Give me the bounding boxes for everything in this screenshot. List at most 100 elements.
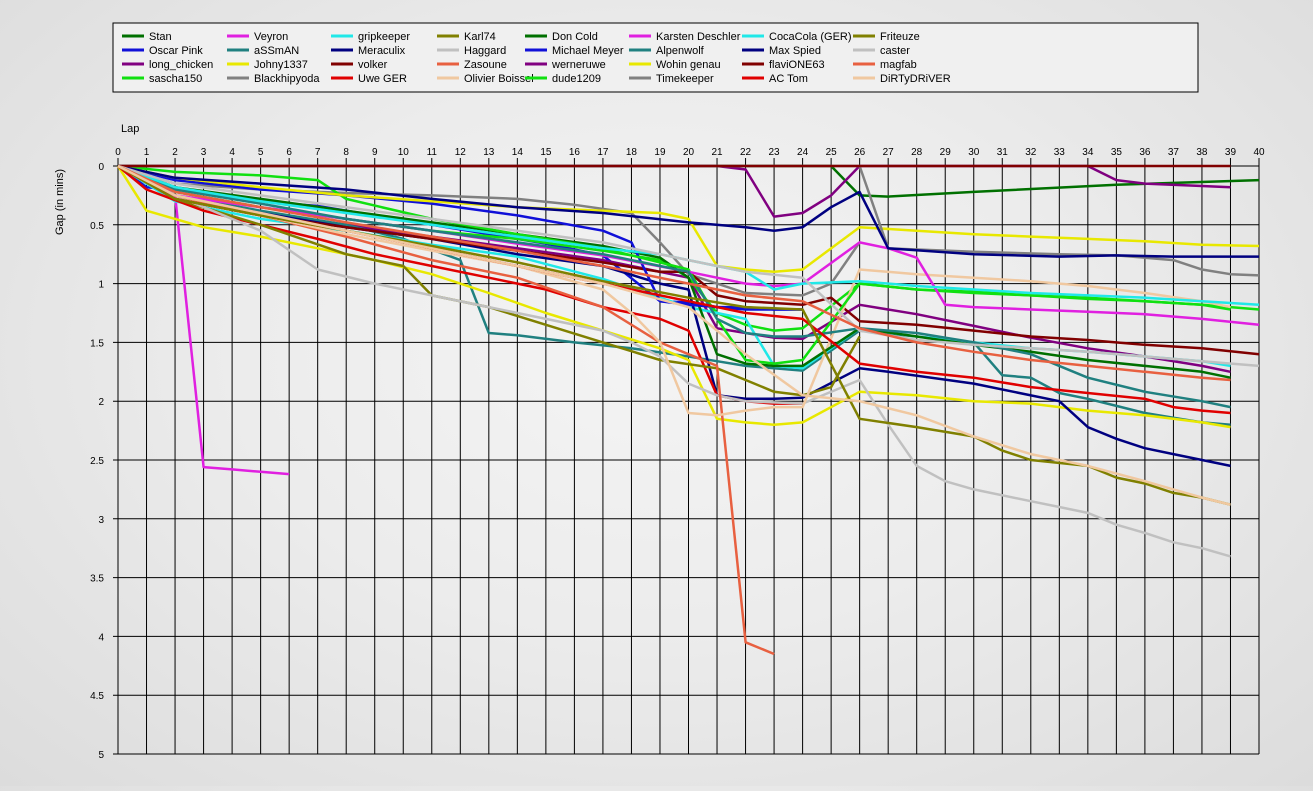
y-axis-label: Gap (in mins) [54, 169, 66, 235]
legend-label: Veyron [254, 31, 288, 43]
x-tick-label: 1 [144, 147, 150, 158]
x-tick-label: 21 [711, 147, 723, 158]
x-tick-label: 19 [654, 147, 666, 158]
series-line [117, 164, 1231, 409]
x-tick-label: 10 [398, 147, 410, 158]
legend-label: Olivier Boissel [464, 73, 534, 85]
x-tick-label: 17 [597, 147, 609, 158]
x-tick-label: 3 [201, 147, 207, 158]
series-line [117, 164, 1231, 365]
grid [113, 158, 1260, 755]
x-tick-label: 0 [115, 147, 121, 158]
legend-label: sascha150 [149, 73, 202, 85]
legend-label: dude1209 [552, 73, 601, 85]
legend-label: gripkeeper [358, 31, 410, 43]
legend-label: magfab [880, 59, 917, 71]
y-tick-label: 3 [98, 515, 104, 526]
y-tick-label: 5 [98, 750, 104, 761]
series-line [117, 164, 1231, 382]
x-tick-label: 15 [540, 147, 552, 158]
y-tick-label: 4 [98, 632, 104, 643]
x-tick-label: 35 [1111, 147, 1123, 158]
series-line [117, 164, 1231, 417]
y-tick-label: 0 [98, 162, 104, 173]
legend-label: Blackhipyoda [254, 73, 320, 85]
x-tick-label: 22 [740, 147, 752, 158]
x-tick-label: 6 [286, 147, 292, 158]
x-tick-label: 38 [1196, 147, 1208, 158]
legend-label: CocaCola (GER) [769, 31, 852, 43]
y-tick-label: 2 [98, 397, 104, 408]
x-tick-label: 39 [1225, 147, 1237, 158]
x-tick-label: 33 [1054, 147, 1066, 158]
legend-label: Wohin genau [656, 59, 721, 71]
x-tick-label: 4 [229, 147, 235, 158]
x-tick-label: 12 [455, 147, 467, 158]
series-line [117, 164, 1260, 368]
legend-label: Zasoune [464, 59, 507, 71]
series-line [117, 164, 1231, 506]
series-line [117, 164, 1260, 274]
x-tick-label: 28 [911, 147, 923, 158]
y-tick-label: 2.5 [90, 456, 104, 467]
legend-label: werneruwe [551, 59, 606, 71]
legend-label: Haggard [464, 45, 506, 57]
x-tick-label: 8 [343, 147, 349, 158]
x-tick-label: 18 [626, 147, 638, 158]
legend-label: Friteuze [880, 31, 920, 43]
legend-box [112, 22, 1199, 93]
series-line [117, 164, 803, 311]
x-tick-label: 13 [483, 147, 495, 158]
legend-label: volker [358, 59, 388, 71]
x-tick-label: 31 [997, 147, 1009, 158]
x-axis-label: Lap [121, 123, 139, 135]
legend-label: flaviONE63 [769, 59, 825, 71]
legend-label: Meraculix [358, 45, 406, 57]
series-layer [116, 164, 1260, 656]
x-tick-label: 25 [826, 147, 838, 158]
legend-label: Don Cold [552, 31, 598, 43]
legend-label: Michael Meyer [552, 45, 624, 57]
series-line [117, 164, 1260, 356]
x-tick-label: 2 [172, 147, 178, 158]
y-tick-label: 4.5 [90, 691, 104, 702]
legend-label: Oscar Pink [149, 45, 203, 57]
tick-labels: 0 1 2 3 4 5 6 7 8 9 10 11 12 13 14 15 16 17 18 19 20 21 22 23 24… [90, 147, 1265, 761]
y-tick-label: 3.5 [90, 574, 104, 585]
legend-label: aSSmAN [254, 45, 299, 57]
x-tick-label: 7 [315, 147, 321, 158]
x-tick-label: 37 [1168, 147, 1180, 158]
x-tick-label: 27 [883, 147, 895, 158]
x-tick-label: 29 [940, 147, 952, 158]
series-line [117, 164, 1231, 558]
x-tick-label: 32 [1025, 147, 1037, 158]
x-tick-label: 5 [258, 147, 264, 158]
x-tick-label: 16 [569, 147, 581, 158]
legend-label: long_chicken [149, 59, 213, 71]
y-tick-label: 1.5 [90, 338, 104, 349]
legend-label: Stan [149, 31, 172, 43]
x-tick-label: 20 [683, 147, 695, 158]
legend-label: Karsten Deschler [656, 31, 741, 43]
y-tick-label: 0.5 [90, 221, 104, 232]
series-line [117, 164, 1231, 379]
x-tick-label: 34 [1082, 147, 1094, 158]
legend-label: caster [880, 45, 910, 57]
x-tick-label: 26 [854, 147, 866, 158]
x-tick-label: 11 [427, 147, 438, 158]
legend-label: AC Tom [769, 73, 808, 85]
legend-label: Max Spied [769, 45, 821, 57]
legend-label: Uwe GER [358, 73, 407, 85]
x-tick-label: 24 [797, 147, 809, 158]
series-line [117, 164, 1259, 258]
x-tick-label: 23 [769, 147, 781, 158]
x-tick-label: 14 [512, 147, 524, 158]
legend-label: Johny1337 [254, 59, 308, 71]
legend-label: Alpenwolf [656, 45, 705, 57]
legend-label: DiRTyDRiVER [880, 73, 951, 85]
series-line [117, 164, 861, 397]
legend-label: Timekeeper [656, 73, 714, 85]
x-tick-label: 30 [968, 147, 980, 158]
